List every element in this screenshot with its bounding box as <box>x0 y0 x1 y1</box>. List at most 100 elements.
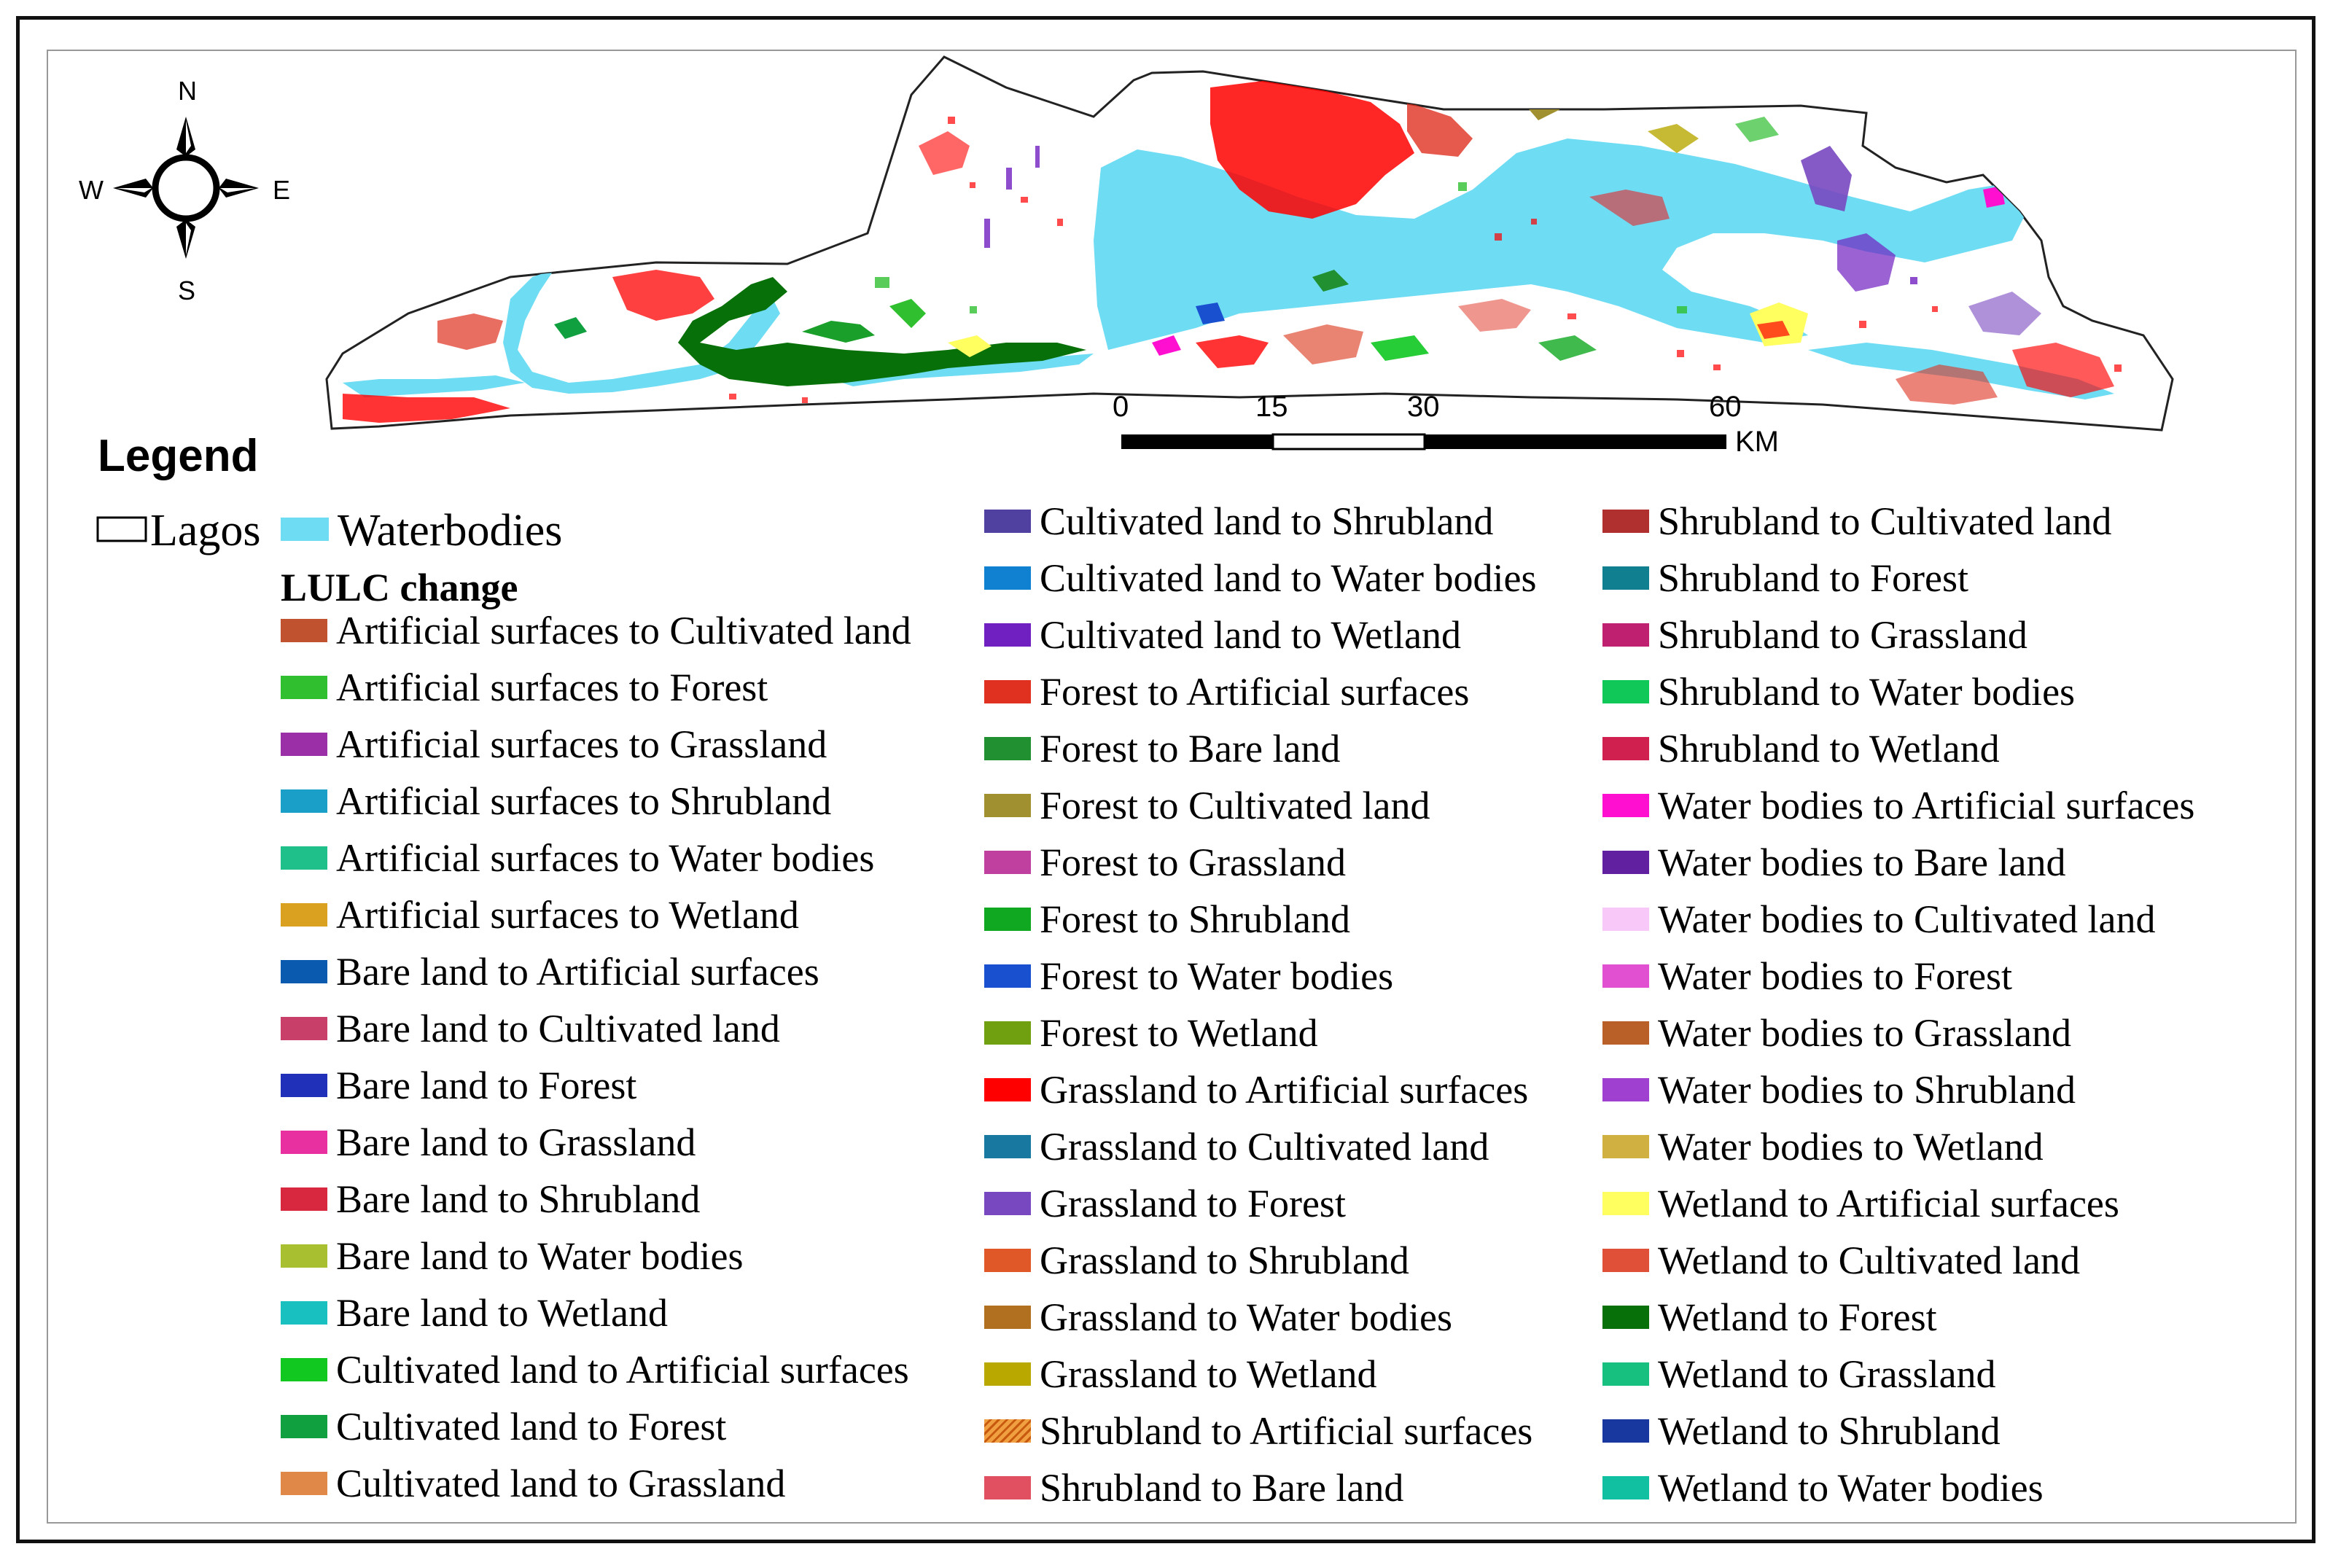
legend-swatch <box>281 619 327 642</box>
lagos-swatch <box>96 516 147 542</box>
legend-label: Cultivated land to Forest <box>336 1405 727 1448</box>
legend-item: Water bodies to Shrubland <box>1602 1068 2076 1112</box>
legend-swatch <box>1602 1476 1649 1499</box>
compass-n-label: N <box>178 76 197 106</box>
map-frame-outer <box>16 16 2315 1543</box>
legend-swatch <box>281 1301 327 1325</box>
legend-item: Forest to Bare land <box>984 727 1340 771</box>
legend-lagos: Lagos <box>150 502 261 560</box>
legend-swatch <box>984 908 1031 931</box>
legend-label: Wetland to Forest <box>1658 1295 1937 1339</box>
legend-item: Shrubland to Bare land <box>984 1466 1403 1510</box>
legend-label: Bare land to Water bodies <box>336 1234 744 1278</box>
legend-title: Legend <box>98 431 259 481</box>
legend-label: Wetland to Artificial surfaces <box>1658 1182 2119 1225</box>
lulc-change-title: LULC change <box>281 566 518 609</box>
legend-label: Shrubland to Forest <box>1658 556 1968 600</box>
legend-label: Grassland to Water bodies <box>1040 1295 1453 1339</box>
legend-swatch <box>281 676 327 699</box>
legend-label: Artificial surfaces to Cultivated land <box>336 609 911 652</box>
legend-swatch <box>1602 1078 1649 1101</box>
legend-label: Forest to Shrubland <box>1040 897 1350 941</box>
legend-item: Forest to Water bodies <box>984 954 1393 998</box>
legend-item: Water bodies to Forest <box>1602 954 2012 998</box>
legend-label: Grassland to Shrubland <box>1040 1239 1409 1282</box>
legend-swatch <box>1602 1419 1649 1443</box>
legend-label: Bare land to Forest <box>336 1064 637 1107</box>
legend-swatch <box>984 1362 1031 1386</box>
legend-label: Wetland to Water bodies <box>1658 1466 2044 1510</box>
legend-item: Grassland to Artificial surfaces <box>984 1068 1528 1112</box>
legend-item: Cultivated land to Artificial surfaces <box>281 1348 909 1392</box>
legend-label: Water bodies to Grassland <box>1658 1011 2071 1055</box>
legend-swatch <box>1602 566 1649 590</box>
legend-item: Bare land to Forest <box>281 1064 636 1107</box>
legend-label: Water bodies to Forest <box>1658 954 2013 998</box>
compass-w-label: W <box>79 175 104 205</box>
legend-label: Forest to Cultivated land <box>1040 784 1430 827</box>
legend-label: Water bodies to Bare land <box>1658 840 2066 884</box>
scale-tick-0: 0 <box>1113 391 1129 423</box>
legend-item: Bare land to Cultivated land <box>281 1007 780 1050</box>
legend-item: Water bodies to Cultivated land <box>1602 897 2156 941</box>
legend-swatch <box>1602 510 1649 533</box>
legend-item: Cultivated land to Water bodies <box>984 556 1537 600</box>
legend-swatch <box>281 789 327 813</box>
legend-label: Bare land to Cultivated land <box>336 1007 780 1050</box>
legend-swatch <box>984 1249 1031 1272</box>
legend-swatch <box>1602 964 1649 988</box>
legend-item: Shrubland to Water bodies <box>1602 670 2075 714</box>
legend-item: Forest to Shrubland <box>984 897 1350 941</box>
legend-item: Shrubland to Grassland <box>1602 613 2028 657</box>
legend-item: Forest to Wetland <box>984 1011 1318 1055</box>
legend-label: Shrubland to Cultivated land <box>1658 499 2112 543</box>
legend-swatch <box>984 1476 1031 1499</box>
legend-item: Grassland to Cultivated land <box>984 1125 1489 1169</box>
legend-swatch <box>984 1135 1031 1158</box>
legend-swatch <box>1602 851 1649 874</box>
legend-label: Shrubland to Artificial surfaces <box>1040 1409 1533 1453</box>
legend-label: Cultivated land to Shrubland <box>1040 499 1494 543</box>
legend-swatch <box>984 623 1031 647</box>
legend-swatch <box>984 680 1031 703</box>
scale-tick-60: 60 <box>1709 391 1742 423</box>
legend-swatch <box>281 1074 327 1097</box>
legend-swatch <box>1602 1192 1649 1215</box>
legend-swatch <box>281 1244 327 1268</box>
legend-label: Bare land to Artificial surfaces <box>336 950 819 994</box>
legend-swatch <box>1602 1135 1649 1158</box>
legend-item: Shrubland to Forest <box>1602 556 1968 600</box>
legend-item: Water bodies to Bare land <box>1602 840 2065 884</box>
legend-item: Wetland to Grassland <box>1602 1352 1996 1396</box>
legend-label: Cultivated land to Water bodies <box>1040 556 1537 600</box>
north-arrow-compass-icon <box>113 117 259 259</box>
legend-label: Bare land to Shrubland <box>336 1177 701 1221</box>
legend-item: Bare land to Water bodies <box>281 1234 743 1278</box>
legend-item: Wetland to Cultivated land <box>1602 1239 2080 1282</box>
legend-label: Water bodies to Shrubland <box>1658 1068 2076 1112</box>
scale-bar <box>1121 433 1726 450</box>
legend-label: Grassland to Artificial surfaces <box>1040 1068 1529 1112</box>
legend-swatch <box>281 1415 327 1438</box>
legend-label: Wetland to Shrubland <box>1658 1409 2001 1453</box>
legend-label: Forest to Water bodies <box>1040 954 1394 998</box>
legend-swatch <box>984 737 1031 760</box>
scale-unit: KM <box>1735 426 1779 458</box>
legend-swatch <box>1602 1021 1649 1045</box>
legend-swatch <box>1602 680 1649 703</box>
legend-item: Water bodies to Artificial surfaces <box>1602 784 2194 827</box>
legend-label: Water bodies to Cultivated land <box>1658 897 2156 941</box>
legend-swatch <box>984 1021 1031 1045</box>
legend-label: Grassland to Forest <box>1040 1182 1346 1225</box>
compass-e-label: E <box>273 175 291 205</box>
legend-label: Cultivated land to Wetland <box>1040 613 1462 657</box>
legend-swatch <box>1602 794 1649 817</box>
map-frame-inner <box>47 50 2297 1524</box>
legend-item: Water bodies to Wetland <box>1602 1125 2044 1169</box>
legend-swatch <box>281 1358 327 1381</box>
legend-item: Cultivated land to Wetland <box>984 613 1461 657</box>
waterbodies-swatch <box>281 518 329 541</box>
legend-waterbodies: Waterbodies <box>338 502 562 560</box>
legend-label: Shrubland to Wetland <box>1658 727 2000 771</box>
